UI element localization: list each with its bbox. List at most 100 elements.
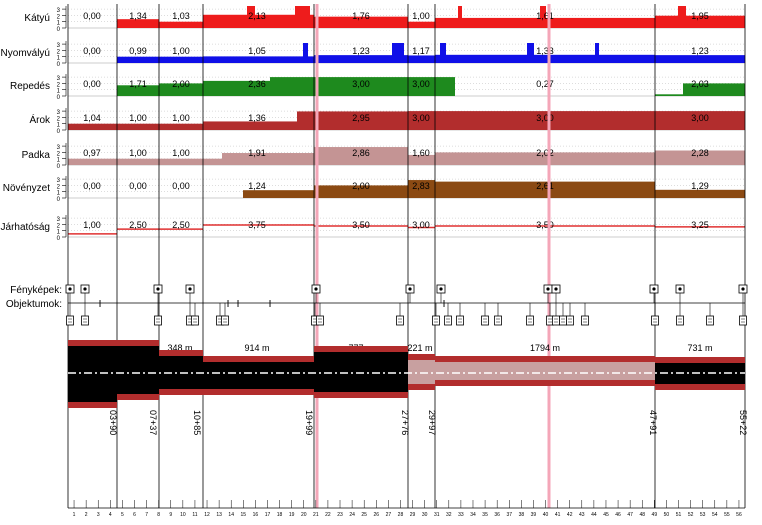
axis-tick-label: 1 [57,21,61,27]
condition-bar [683,83,745,96]
track-value-katyu: 1,00 [412,11,430,21]
km-label: 56 [736,512,742,518]
axis-tick-label: 1 [57,191,61,197]
track-label-novenyzet: Növényzet [3,183,50,194]
condition-bar [159,56,203,63]
condition-bar [117,56,159,63]
chainage-label: 10+85 [192,410,202,435]
object-marker[interactable] [444,315,452,326]
condition-spike [458,6,462,28]
object-marker[interactable] [651,315,659,326]
axis-tick-label: 0 [57,164,61,170]
camera-icon [554,287,558,291]
track-value-repedes: 0,27 [536,79,554,89]
object-marker[interactable] [566,315,574,326]
axis-tick-label: 2 [57,184,61,190]
km-label: 49 [652,512,658,518]
track-value-katyu: 2,13 [248,11,266,21]
sign-icon[interactable]: I [237,299,240,310]
object-marker[interactable] [81,315,89,326]
km-label: 51 [676,512,682,518]
track-value-novenyzet: 2,00 [352,181,370,191]
axis-tick-label: 0 [57,197,61,203]
km-label: 12 [204,512,210,518]
km-label: 36 [494,512,500,518]
sign-icon[interactable]: I [227,299,230,310]
axis-tick-label: 2 [57,116,61,122]
sign-icon[interactable]: I [99,299,102,310]
road-surface [408,360,435,384]
object-marker[interactable] [739,315,747,326]
object-marker[interactable] [396,315,404,326]
condition-spike [595,43,599,63]
track-label-nyomvalyu: Nyomvályú [1,48,50,59]
object-marker[interactable] [559,315,567,326]
km-label: 11 [192,512,197,518]
condition-bar [655,55,745,63]
object-marker[interactable] [66,315,74,326]
axis-tick-label: 0 [57,95,61,101]
object-marker[interactable] [456,315,464,326]
axis-tick-label: 1 [57,123,61,129]
condition-bar [408,21,435,28]
road-surface [117,346,159,394]
km-label: 44 [591,512,597,518]
track-value-nyomvalyu: 0,99 [129,46,147,56]
object-marker[interactable] [526,315,534,326]
track-value-padka: 0,97 [83,148,101,158]
km-label: 10 [180,512,186,518]
sign-icon[interactable]: I [269,299,272,310]
km-label: 42 [567,512,573,518]
segment-length: 221 m [407,343,432,353]
chainage-label: 03+90 [108,410,118,435]
axis-tick-label: 3 [57,76,61,82]
condition-bar [408,180,435,198]
km-label: 1 [73,512,76,518]
axis-tick-label: 0 [57,236,61,242]
object-marker[interactable] [581,315,589,326]
object-marker[interactable] [221,315,229,326]
track-value-arok: 2,95 [352,113,370,123]
condition-bar [159,158,222,165]
object-marker[interactable] [494,315,502,326]
object-marker[interactable] [481,315,489,326]
condition-spike [295,6,310,28]
axis-tick-label: 1 [57,158,61,164]
sign-icon[interactable]: I [443,299,446,310]
km-label: 28 [398,512,404,518]
object-marker[interactable] [154,315,162,326]
track-value-nyomvalyu: 1,33 [536,46,554,56]
km-label: 13 [216,512,222,518]
segment-length: 914 m [244,343,269,353]
condition-bar [297,111,314,130]
km-label: 2 [85,512,88,518]
object-marker[interactable] [552,315,560,326]
track-value-katyu: 1,34 [129,11,147,21]
object-marker[interactable] [432,315,440,326]
camera-icon [314,287,318,291]
km-label: 16 [253,512,259,518]
condition-bar [314,111,408,130]
camera-icon [678,287,682,291]
track-value-novenyzet: 0,00 [129,181,147,191]
segment-length: 731 m [687,343,712,353]
object-marker[interactable] [316,315,324,326]
axis-tick-label: 3 [57,43,61,49]
condition-bar [655,15,745,28]
condition-bar [203,56,314,63]
km-label: 35 [482,512,488,518]
km-label: 29 [410,512,416,518]
track-value-padka: 1,00 [129,148,147,158]
axis-tick-label: 3 [57,217,61,223]
condition-bar [117,123,159,130]
track-value-repedes: 2,36 [248,79,266,89]
camera-icon [156,287,160,291]
condition-bar [314,185,408,198]
object-marker[interactable] [191,315,199,326]
object-marker[interactable] [676,315,684,326]
axis-tick-label: 2 [57,14,61,20]
object-marker[interactable] [706,315,714,326]
km-label: 8 [157,512,160,518]
track-value-nyomvalyu: 1,17 [412,46,430,56]
